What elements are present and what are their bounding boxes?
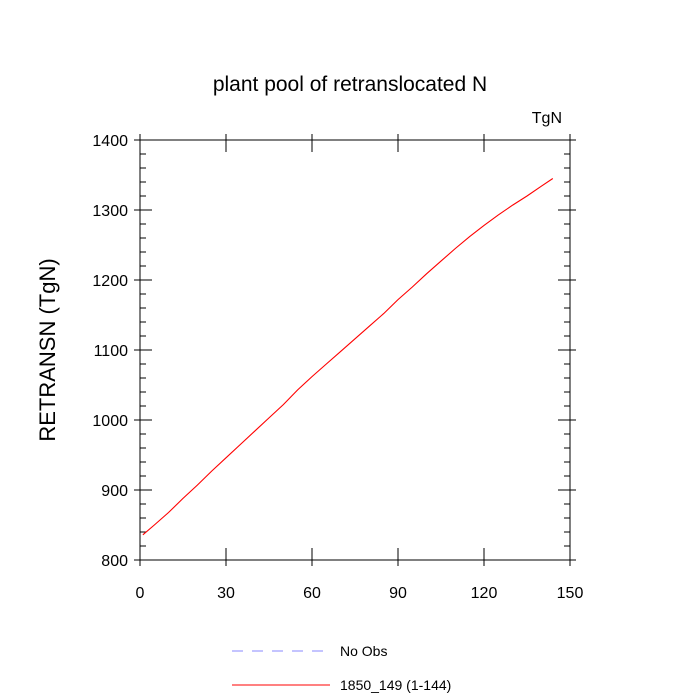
y-tick-label: 1000 [92, 413, 128, 430]
y-tick-label: 1400 [92, 133, 128, 150]
x-tick-label: 0 [136, 585, 145, 602]
legend: No Obs 1850_149 (1-144) [232, 643, 451, 693]
x-tick-label: 120 [471, 585, 498, 602]
x-tick-label: 30 [217, 585, 235, 602]
plot-area: 0 30 60 90 120 150 800 900 1000 1100 1200 1300 1400 [92, 133, 583, 602]
x-tick-label: 90 [389, 585, 407, 602]
plot-frame [139, 139, 571, 561]
y-tick-label: 1200 [92, 273, 128, 290]
y-axis-label: RETRANSN (TgN) [35, 258, 60, 441]
chart-title: plant pool of retranslocated N [213, 73, 487, 96]
series-layer [142, 178, 554, 536]
legend-label-1850-149: 1850_149 (1-144) [340, 677, 451, 693]
axis-ticks [134, 134, 576, 566]
x-tick-label: 60 [303, 585, 321, 602]
axis-tick-labels: 0 30 60 90 120 150 800 900 1000 1100 1200 1300 1400 [92, 133, 583, 602]
y-tick-label: 900 [101, 483, 128, 500]
y-tick-label: 1300 [92, 203, 128, 220]
y-tick-label: 1100 [94, 343, 129, 360]
x-tick-label: 150 [557, 585, 584, 602]
units-label: TgN [532, 110, 562, 127]
y-tick-label: 800 [101, 553, 128, 570]
series-line-1850-149 [142, 178, 554, 536]
legend-label-no-obs: No Obs [340, 643, 387, 659]
